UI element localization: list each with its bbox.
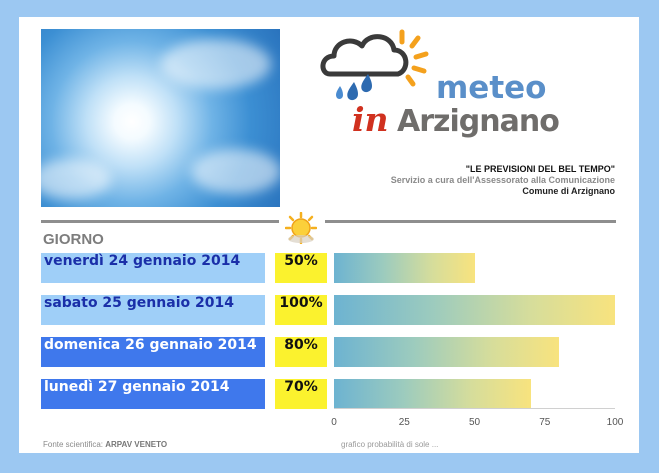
probability-bar [334,295,615,325]
percent-label: 80% [275,337,327,367]
x-tick-label: 25 [398,417,410,428]
day-label: domenica 26 gennaio 2014 [41,337,265,367]
cloud-shape [191,149,281,194]
day-column-header: GIORNO [43,231,104,248]
sun-icon [285,212,317,244]
sun-rays-icon [399,29,429,87]
percent-label: 50% [275,253,327,283]
x-tick-label: 0 [331,417,337,428]
probability-bar [334,379,531,409]
source-label: Fonte scientifica: [43,440,106,449]
divider-right [325,220,616,223]
meteo-logo-icon [320,29,429,101]
service-text: Servizio a cura dell'Assessorato alla Co… [390,175,615,185]
percent-label: 100% [275,295,327,325]
probability-bar [334,337,559,367]
logo-meteo-text: meteo [436,70,547,106]
tagline: "LE PREVISIONI DEL BEL TEMPO" [465,164,615,174]
source-footer: Fonte scientifica: ARPAV VENETO [43,440,167,449]
probability-bar [334,253,475,283]
logo-in-text: in [352,100,389,139]
percent-label: 70% [275,379,327,409]
day-label: sabato 25 gennaio 2014 [41,295,265,325]
cloud-icon [320,34,409,77]
cloud-shape [161,39,271,89]
day-label: lunedì 27 gennaio 2014 [41,379,265,409]
x-tick-label: 50 [468,417,481,428]
x-tick-label: 75 [539,417,551,428]
rain-drops-icon [336,74,372,101]
day-label: venerdì 24 gennaio 2014 [41,253,265,283]
source-value: ARPAV VENETO [105,440,168,449]
sky-photo [31,29,281,207]
logo-town-text: Arzignano [397,104,560,139]
x-tick-label: 100 [606,417,624,428]
comune-text: Comune di Arzignano [522,186,615,196]
cloud-shape [31,159,111,199]
x-axis-line [334,408,615,409]
chart-caption: grafico probabilità di sole ... [341,440,439,449]
divider-left [41,220,279,223]
